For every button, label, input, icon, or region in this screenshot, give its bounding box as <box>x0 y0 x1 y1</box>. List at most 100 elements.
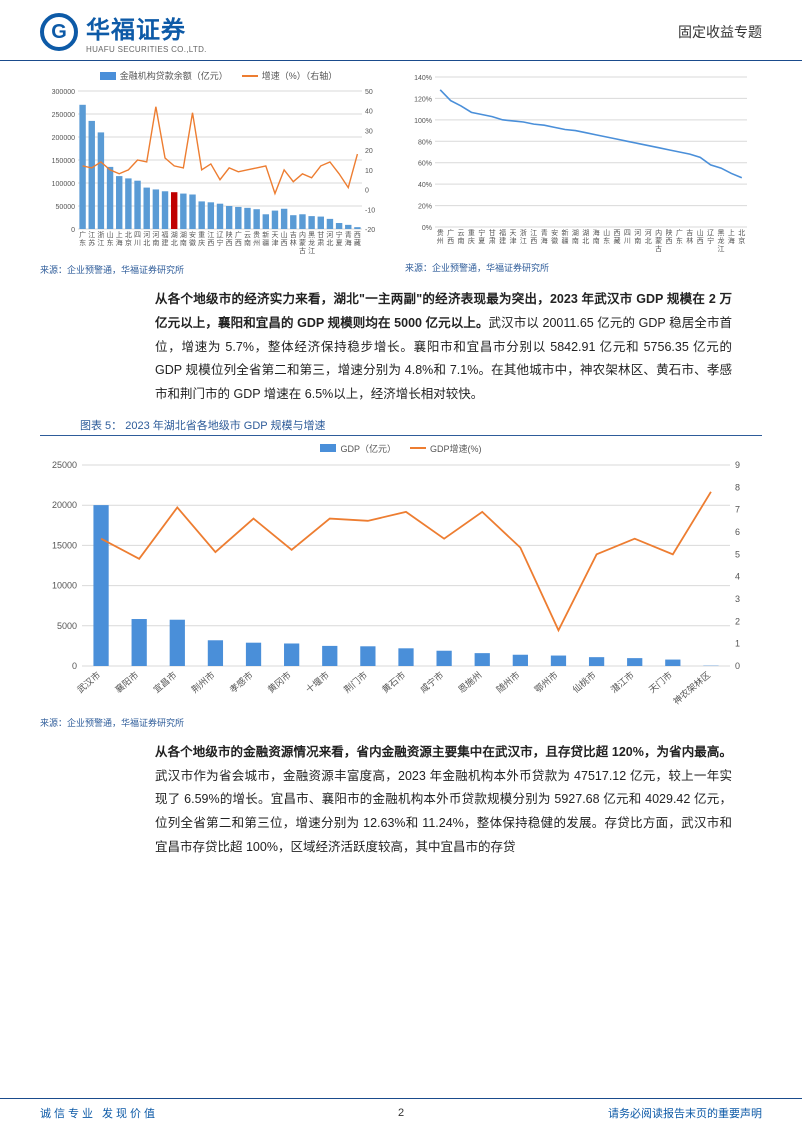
svg-text:北: 北 <box>738 229 745 237</box>
svg-text:20: 20 <box>365 148 373 155</box>
svg-text:青: 青 <box>345 230 352 239</box>
chart3-legend: GDP（亿元） GDP增速(%) <box>40 442 762 455</box>
svg-text:吉: 吉 <box>686 229 693 237</box>
svg-text:徽: 徽 <box>189 238 196 247</box>
svg-text:甘: 甘 <box>317 230 324 239</box>
svg-text:天: 天 <box>510 229 517 237</box>
svg-text:0: 0 <box>71 227 75 234</box>
svg-text:60%: 60% <box>418 161 432 168</box>
svg-text:藏: 藏 <box>614 236 621 245</box>
svg-text:江: 江 <box>308 247 315 255</box>
svg-text:天门市: 天门市 <box>646 669 674 695</box>
chart1-svg: 050000100000150000200000250000300000-20-… <box>40 86 390 261</box>
svg-text:重: 重 <box>198 231 205 239</box>
svg-text:宜昌市: 宜昌市 <box>151 669 179 695</box>
svg-text:8: 8 <box>735 482 740 492</box>
svg-text:东: 东 <box>79 238 86 247</box>
chart1-legend-bar: 金融机构贷款余额（亿元） <box>120 69 228 82</box>
svg-text:0: 0 <box>72 661 77 671</box>
svg-text:-10: -10 <box>365 207 375 214</box>
svg-text:重: 重 <box>468 229 475 237</box>
svg-text:龙: 龙 <box>718 236 725 245</box>
svg-text:贵: 贵 <box>253 230 260 239</box>
svg-text:海: 海 <box>345 238 352 247</box>
svg-text:东: 东 <box>676 236 683 245</box>
svg-text:上: 上 <box>116 230 123 239</box>
svg-text:宁: 宁 <box>707 236 714 245</box>
chart3-container: GDP（亿元） GDP增速(%) 05000100001500020000250… <box>0 436 802 731</box>
chart1-legend: 金融机构贷款余额（亿元） 增速（%）（右轴） <box>40 69 397 82</box>
svg-text:山: 山 <box>603 228 610 237</box>
svg-text:州: 州 <box>437 237 444 245</box>
page-header: G 华福证券 HUAFU SECURITIES CO.,LTD. 固定收益专题 <box>0 0 802 61</box>
svg-text:甘: 甘 <box>489 228 496 237</box>
svg-text:-20: -20 <box>365 227 375 234</box>
svg-text:西: 西 <box>207 239 214 247</box>
svg-text:东: 东 <box>107 238 114 247</box>
svg-text:鄂州市: 鄂州市 <box>532 669 560 695</box>
svg-text:疆: 疆 <box>262 239 269 247</box>
svg-text:150000: 150000 <box>52 158 75 165</box>
svg-text:50000: 50000 <box>56 204 76 211</box>
chart3-legend-line: GDP增速(%) <box>430 442 482 455</box>
logo-en: HUAFU SECURITIES CO.,LTD. <box>86 45 207 54</box>
svg-text:250000: 250000 <box>52 112 75 119</box>
svg-text:宁: 宁 <box>217 238 224 247</box>
svg-text:西: 西 <box>697 237 704 245</box>
svg-text:海: 海 <box>541 236 548 245</box>
svg-text:青: 青 <box>541 228 548 237</box>
svg-text:25000: 25000 <box>52 460 77 470</box>
svg-text:120%: 120% <box>414 96 432 103</box>
paragraph-2: 从各个地级市的金融资源情况来看，省内金融资源主要集中在武汉市，且存贷比超 120… <box>0 731 802 868</box>
svg-text:北: 北 <box>143 239 150 247</box>
svg-text:津: 津 <box>271 239 278 247</box>
svg-text:十堰市: 十堰市 <box>303 669 331 695</box>
svg-text:0: 0 <box>365 188 369 195</box>
svg-text:林: 林 <box>686 236 693 245</box>
svg-text:北: 北 <box>171 239 178 247</box>
svg-text:辽: 辽 <box>707 229 714 237</box>
svg-text:肃: 肃 <box>317 238 324 247</box>
svg-text:西: 西 <box>281 239 288 247</box>
svg-text:河: 河 <box>152 231 159 239</box>
svg-text:贵: 贵 <box>437 228 444 237</box>
svg-text:北: 北 <box>125 231 132 239</box>
svg-text:140%: 140% <box>414 75 432 82</box>
svg-text:夏: 夏 <box>336 239 343 247</box>
svg-text:蒙: 蒙 <box>299 238 306 247</box>
svg-text:河: 河 <box>143 231 150 239</box>
svg-text:林: 林 <box>290 238 297 247</box>
svg-text:古: 古 <box>655 244 662 253</box>
svg-text:0%: 0% <box>422 225 432 232</box>
svg-text:黄冈市: 黄冈市 <box>265 669 293 695</box>
svg-text:湖: 湖 <box>180 230 187 239</box>
svg-text:安: 安 <box>189 230 196 239</box>
svg-text:建: 建 <box>499 236 506 245</box>
svg-text:6: 6 <box>735 527 740 537</box>
svg-text:荆门市: 荆门市 <box>341 669 369 695</box>
svg-text:湖: 湖 <box>582 228 589 237</box>
svg-text:江: 江 <box>530 229 537 237</box>
svg-text:5000: 5000 <box>57 621 77 631</box>
svg-text:山: 山 <box>281 230 288 239</box>
svg-text:川: 川 <box>134 239 141 247</box>
svg-text:20000: 20000 <box>52 500 77 510</box>
svg-text:江: 江 <box>88 231 95 239</box>
svg-text:河: 河 <box>634 229 641 237</box>
chart3-svg: 05000100001500020000250000123456789武汉市襄阳… <box>40 459 760 714</box>
svg-text:北: 北 <box>582 237 589 245</box>
svg-text:徽: 徽 <box>551 236 558 245</box>
svg-text:江: 江 <box>97 239 104 247</box>
logo-block: G 华福证券 HUAFU SECURITIES CO.,LTD. <box>40 10 207 54</box>
svg-text:40%: 40% <box>418 182 432 189</box>
svg-text:陕: 陕 <box>226 230 233 239</box>
svg-text:9: 9 <box>735 460 740 470</box>
svg-text:北: 北 <box>326 239 333 247</box>
svg-text:15000: 15000 <box>52 540 77 550</box>
svg-text:40: 40 <box>365 109 373 116</box>
svg-text:黑: 黑 <box>308 231 315 239</box>
svg-text:北: 北 <box>645 237 652 245</box>
svg-text:上: 上 <box>728 228 735 237</box>
bar-swatch-icon <box>320 444 336 452</box>
para2-lead: 从各个地级市的金融资源情况来看，省内金融资源主要集中在武汉市，且存贷比超 120… <box>155 745 732 759</box>
